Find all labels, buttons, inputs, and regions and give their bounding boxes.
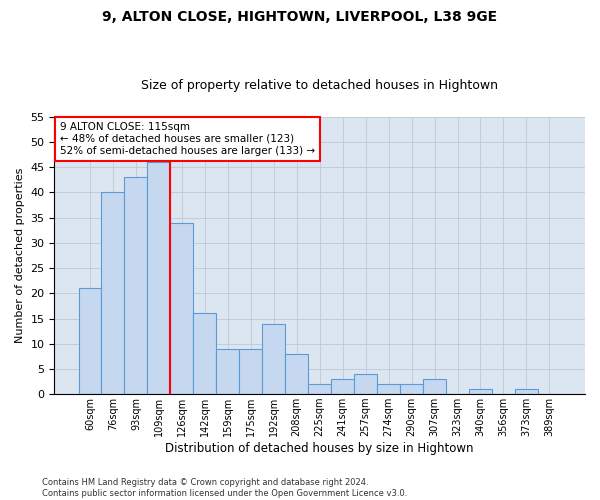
- Y-axis label: Number of detached properties: Number of detached properties: [15, 168, 25, 343]
- Bar: [148, 162, 170, 394]
- Bar: [377, 384, 400, 394]
- Bar: [262, 324, 285, 394]
- Bar: [308, 384, 331, 394]
- Bar: [423, 379, 446, 394]
- Bar: [124, 178, 148, 394]
- Bar: [217, 349, 239, 394]
- Bar: [285, 354, 308, 394]
- X-axis label: Distribution of detached houses by size in Hightown: Distribution of detached houses by size …: [166, 442, 474, 455]
- Title: Size of property relative to detached houses in Hightown: Size of property relative to detached ho…: [141, 79, 498, 92]
- Text: Contains HM Land Registry data © Crown copyright and database right 2024.
Contai: Contains HM Land Registry data © Crown c…: [42, 478, 407, 498]
- Bar: [400, 384, 423, 394]
- Bar: [239, 349, 262, 394]
- Text: 9 ALTON CLOSE: 115sqm
← 48% of detached houses are smaller (123)
52% of semi-det: 9 ALTON CLOSE: 115sqm ← 48% of detached …: [60, 122, 315, 156]
- Text: 9, ALTON CLOSE, HIGHTOWN, LIVERPOOL, L38 9GE: 9, ALTON CLOSE, HIGHTOWN, LIVERPOOL, L38…: [103, 10, 497, 24]
- Bar: [101, 192, 124, 394]
- Bar: [331, 379, 354, 394]
- Bar: [469, 389, 492, 394]
- Bar: [193, 314, 217, 394]
- Bar: [170, 222, 193, 394]
- Bar: [354, 374, 377, 394]
- Bar: [515, 389, 538, 394]
- Bar: [79, 288, 101, 394]
